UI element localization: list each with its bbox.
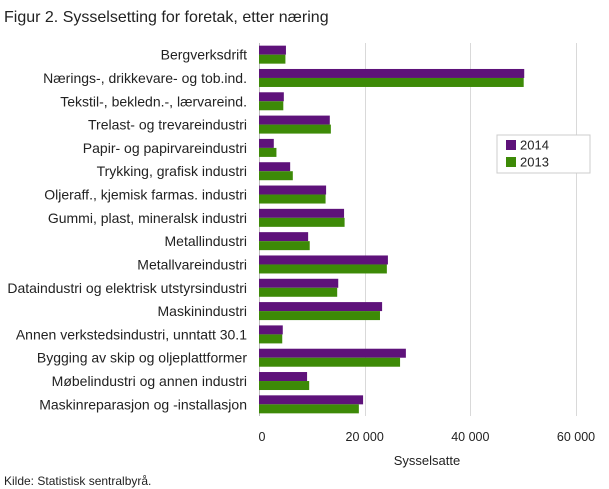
category-label: Oljeraff., kjemisk farmas. industri [44,187,247,203]
bar-2013 [259,334,283,344]
category-label: Metallindustri [165,233,247,249]
bar-2014 [259,115,330,125]
bar-2013 [259,381,310,391]
legend-swatch [506,157,516,167]
bar-2014 [259,68,525,78]
legend-label: 2013 [520,155,549,170]
legend-swatch [506,140,516,150]
x-tick-label: 60 000 [557,430,595,444]
bar-2014 [259,232,309,242]
bar-2014 [259,138,274,148]
legend-label: 2014 [520,138,549,153]
bar-2013 [259,147,277,157]
category-label: Trelast- og trevareindustri [88,117,247,133]
category-label: Møbelindustri og annen industri [52,373,247,389]
category-label: Tekstil-, bekledn.-, lærvareind. [60,93,247,109]
chart-title: Figur 2. Sysselsetting for foretak, ette… [4,9,329,26]
bar-2013 [259,124,331,134]
bar-2014 [259,185,327,195]
source-note: Kilde: Statistisk sentralbyrå. [4,474,151,488]
bar-2014 [259,372,308,382]
category-label: Metallvareindustri [137,256,247,272]
category-label: Dataindustri og elektrisk utstyrsindustr… [7,280,247,296]
category-label: Papir- og papirvareindustri [83,140,247,156]
bars [259,45,525,414]
category-label: Gummi, plast, mineralsk industri [48,210,247,226]
category-label: Annen verkstedsindustri, unntatt 30.1 [16,326,247,342]
bar-2013 [259,311,380,321]
bar-2014 [259,302,383,312]
bar-2013 [259,241,310,251]
x-axis-title: Sysselsatte [394,453,460,468]
bar-2013 [259,54,286,64]
bar-2014 [259,162,291,172]
category-label: Trykking, grafisk industri [97,163,247,179]
bar-2013 [259,77,524,87]
category-label: Nærings-, drikkevare- og tob.ind. [43,70,247,86]
legend: 2014 2013 [496,134,591,174]
x-tick-label: 40 000 [451,430,489,444]
bar-2014 [259,45,286,55]
bar-2013 [259,287,338,297]
bar-2013 [259,357,401,367]
x-tick-labels: 0 20 000 40 000 60 000 [259,430,596,444]
bar-2014 [259,92,284,102]
bar-2013 [259,171,293,181]
category-label: Bergverksdrift [161,47,247,63]
bar-2013 [259,101,284,111]
bar-2014 [259,278,339,288]
bar-2013 [259,264,387,274]
bar-2013 [259,217,345,227]
bar-2014 [259,395,364,405]
bar-2014 [259,208,345,218]
bar-2013 [259,404,359,414]
bar-2013 [259,194,326,204]
x-tick-label: 0 [259,430,266,444]
category-labels: Bergverksdrift Nærings-, drikkevare- og t… [7,47,247,413]
bar-2014 [259,255,388,265]
x-tick-label: 20 000 [346,430,384,444]
bar-2014 [259,348,406,358]
category-label: Maskinindustri [158,303,247,319]
bar-2014 [259,325,283,335]
category-label: Bygging av skip og oljeplattformer [37,350,247,366]
category-label: Maskinreparasjon og -installasjon [39,396,247,412]
